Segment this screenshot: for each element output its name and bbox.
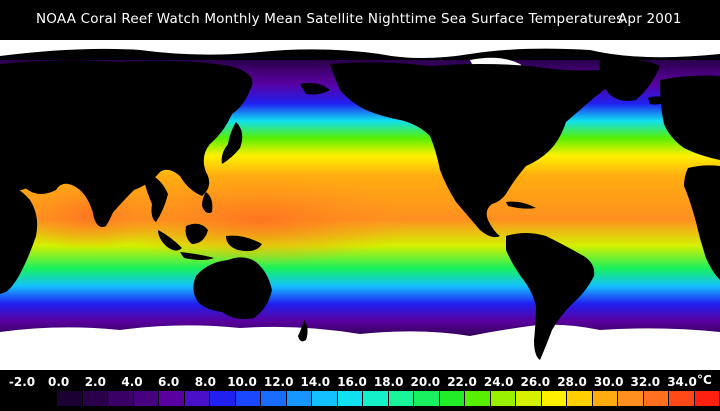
- colorbar-swatch: [159, 391, 185, 406]
- title-date: Apr 2001: [618, 11, 682, 27]
- philippines: [202, 192, 213, 214]
- colorbar-tick-label: 10.0: [227, 375, 257, 389]
- colorbar-tick-label: 22.0: [447, 375, 477, 389]
- colorbar-swatch: [184, 391, 211, 406]
- colorbar-swatch: [490, 391, 517, 406]
- colorbar-swatch: [312, 391, 338, 406]
- colorbar-swatch: [567, 391, 593, 406]
- colorbar-swatch: [363, 391, 389, 406]
- colorbar-tick-label: 0.0: [48, 375, 70, 389]
- new-guinea: [226, 235, 262, 252]
- borneo: [185, 223, 208, 244]
- colorbar-swatch: [108, 391, 134, 406]
- colorbar-tick-label: 16.0: [337, 375, 367, 389]
- eurasia-west: [0, 60, 253, 219]
- iceland: [648, 96, 668, 105]
- arabia: [0, 160, 32, 191]
- colorbar-swatch: [32, 391, 58, 406]
- colorbar-swatch: [261, 391, 287, 406]
- colorbar-swatch: [592, 391, 619, 406]
- colorbar: [32, 391, 720, 406]
- title-text: NOAA Coral Reef Watch Monthly Mean Satel…: [36, 11, 624, 27]
- colorbar-tick-label: 24.0: [483, 375, 514, 389]
- cuba: [506, 201, 536, 209]
- southeast-asia: [144, 174, 168, 222]
- sst-map: [0, 40, 720, 370]
- colorbar-swatch: [516, 391, 542, 406]
- south-america: [506, 233, 595, 360]
- colorbar-swatch: [669, 391, 695, 406]
- colorbar-tick-label: 32.0: [630, 375, 661, 389]
- colorbar-tick-label: 28.0: [557, 375, 587, 389]
- colorbar-swatch: [618, 391, 644, 406]
- colorbar-swatch: [235, 391, 262, 406]
- colorbar-tick-label: 18.0: [373, 375, 404, 389]
- colorbar-swatch: [414, 391, 440, 406]
- north-america: [330, 62, 610, 238]
- colorbar-swatch: [694, 391, 720, 406]
- colorbar-ticks: -2.0 0.0 2.0 4.0 6.0 8.0 10.0 12.0 14.0 16.0 18.0 2…: [0, 375, 720, 391]
- australia: [193, 257, 272, 320]
- colorbar-swatch: [210, 391, 236, 406]
- colorbar-swatch: [337, 391, 364, 406]
- arctic-ice: [0, 40, 720, 58]
- japan: [221, 122, 243, 164]
- new-zealand: [298, 320, 308, 342]
- colorbar-tick-label: 2.0: [84, 375, 106, 389]
- india: [88, 180, 118, 227]
- colorbar-swatch: [388, 391, 415, 406]
- colorbar-swatch: [82, 391, 109, 406]
- colorbar-swatch: [643, 391, 670, 406]
- map-title: NOAA Coral Reef Watch Monthly Mean Satel…: [0, 11, 720, 33]
- africa-east: [0, 180, 38, 294]
- alaska-spur: [300, 82, 330, 95]
- colorbar-tick-label: 12.0: [263, 375, 294, 389]
- africa-west: [684, 165, 720, 280]
- europe-east: [660, 75, 720, 160]
- sumatra: [158, 230, 182, 251]
- colorbar-swatch: [133, 391, 160, 406]
- colorbar-tick-label: 30.0: [593, 375, 624, 389]
- colorbar-tick-label: 6.0: [158, 375, 180, 389]
- colorbar-tick-label: -2.0: [8, 375, 36, 389]
- colorbar-tick-label: 20.0: [410, 375, 441, 389]
- colorbar-tick-label: 4.0: [121, 375, 143, 389]
- colorbar-tick-label: 34.0: [667, 375, 697, 389]
- colorbar-unit: °C: [697, 373, 712, 387]
- colorbar-tick-label: 26.0: [520, 375, 551, 389]
- colorbar-swatch: [541, 391, 568, 406]
- java: [180, 252, 214, 260]
- warm-pool-indo-pacific: [110, 175, 410, 265]
- colorbar-swatch: [439, 391, 466, 406]
- colorbar-swatch: [286, 391, 313, 406]
- greenland: [599, 58, 660, 101]
- colorbar-swatch: [465, 391, 491, 406]
- colorbar-tick-label: 8.0: [194, 375, 216, 389]
- colorbar-tick-label: 14.0: [300, 375, 331, 389]
- colorbar-swatch: [57, 391, 83, 406]
